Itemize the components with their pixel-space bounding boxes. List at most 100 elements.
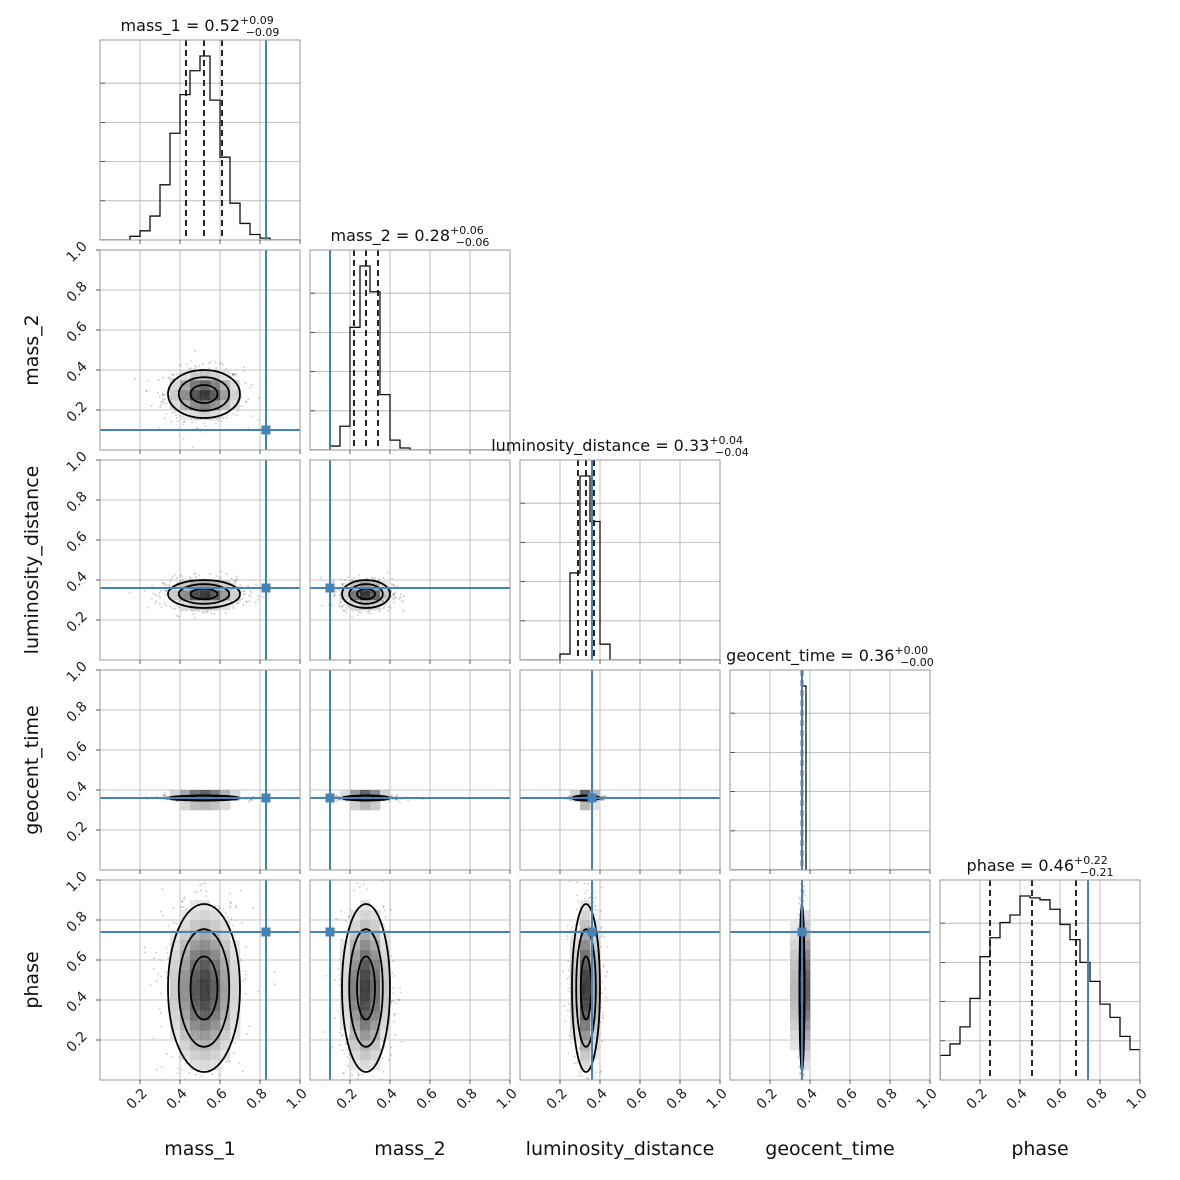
sample-point: [214, 361, 217, 364]
sample-point: [163, 794, 166, 797]
sample-point: [193, 368, 196, 371]
sample-point: [234, 582, 237, 585]
density-bin: [220, 580, 231, 591]
sample-point: [392, 592, 395, 595]
sample-point: [161, 392, 164, 395]
sample-point: [347, 605, 350, 608]
sample-point: [244, 992, 247, 995]
sample-point: [145, 389, 148, 392]
sample-point: [243, 366, 246, 369]
sample-point: [209, 360, 212, 363]
sample-point: [392, 584, 395, 587]
sample-point: [233, 580, 236, 583]
sample-point: [230, 599, 233, 602]
sample-point: [170, 420, 173, 423]
sample-point: [171, 575, 174, 578]
sample-point: [169, 580, 172, 583]
contour-level-3: [189, 384, 219, 404]
sample-point: [242, 593, 245, 596]
sample-point: [187, 1116, 189, 1118]
density-bin: [180, 580, 191, 591]
sample-point: [229, 904, 232, 907]
title-prefix: geocent_time = 0.36: [726, 646, 894, 666]
sample-point: [170, 1055, 173, 1058]
sample-point: [188, 367, 191, 370]
sample-point: [249, 590, 252, 593]
sample-point: [160, 1025, 163, 1028]
sample-point: [341, 582, 344, 585]
sample-point: [194, 349, 197, 352]
sample-point: [335, 794, 338, 797]
sample-point: [160, 975, 163, 978]
sample-point: [342, 609, 345, 612]
sample-point: [335, 800, 338, 803]
sample-point: [242, 603, 245, 606]
truth-marker: [587, 793, 597, 803]
sample-point: [245, 601, 248, 604]
density-bin: [360, 590, 371, 601]
panel-frame: [99, 249, 301, 451]
sample-point: [159, 406, 162, 409]
density-bin: [230, 790, 241, 801]
density-bin: [350, 580, 361, 591]
density-bin: [180, 390, 191, 401]
sample-point: [189, 578, 192, 581]
sample-point: [134, 377, 137, 380]
sample-point: [235, 578, 238, 581]
sample-point: [249, 595, 252, 598]
density-bin: [340, 590, 351, 601]
sample-point: [601, 798, 604, 801]
sample-point: [351, 616, 354, 619]
panel-title-mass_1: mass_1 = 0.52+0.09 −0.09: [121, 14, 280, 39]
sample-point: [161, 394, 164, 397]
sample-point: [169, 605, 172, 608]
y-tick-label: 0.8: [64, 279, 91, 306]
sample-point: [243, 370, 246, 373]
sample-point: [163, 398, 166, 401]
sample-point: [176, 420, 179, 423]
density-bin: [230, 380, 241, 391]
sample-point: [225, 367, 228, 370]
sample-point: [392, 593, 395, 596]
panel-title-mass_2: mass_2 = 0.28+0.06 −0.06: [331, 224, 490, 249]
sample-point: [150, 404, 153, 407]
y-tick-label: 0.6: [64, 529, 91, 556]
density-bin: [190, 370, 201, 381]
panel-frame: [309, 669, 511, 871]
sample-point: [199, 889, 202, 892]
contour-level-1: [167, 369, 241, 419]
sample-point: [235, 374, 238, 377]
sample-point: [239, 1099, 241, 1101]
sample-point: [360, 611, 363, 614]
title-upper-error: +0.06: [450, 224, 484, 237]
sample-point: [164, 590, 167, 593]
density-bin: [200, 410, 211, 421]
sample-point: [398, 800, 401, 803]
sample-point: [149, 984, 152, 987]
sample-point: [179, 574, 182, 577]
sample-point: [162, 376, 165, 379]
panel-frame: [99, 39, 301, 241]
sample-point: [161, 914, 164, 917]
sample-point: [224, 1061, 227, 1064]
sample-point: [195, 1094, 197, 1096]
density-bin: [590, 800, 601, 811]
title-lower-error: −0.09: [246, 26, 280, 39]
sample-point: [208, 362, 211, 365]
sample-point: [237, 409, 240, 412]
density-bin: [170, 390, 181, 401]
density-bin: [210, 400, 221, 411]
sample-point: [234, 906, 237, 909]
y-tick-label: 1.0: [64, 659, 91, 686]
density-bin: [370, 800, 381, 811]
sample-point: [256, 598, 259, 601]
y-tick-label: 0.4: [64, 359, 91, 386]
density-bin: [170, 590, 181, 601]
density-bin: [380, 590, 391, 601]
sample-point: [601, 799, 604, 802]
sample-point: [244, 945, 247, 948]
truth-marker: [261, 425, 271, 435]
density-bin: [170, 400, 181, 411]
sample-point: [157, 391, 160, 394]
sample-point: [154, 600, 157, 603]
